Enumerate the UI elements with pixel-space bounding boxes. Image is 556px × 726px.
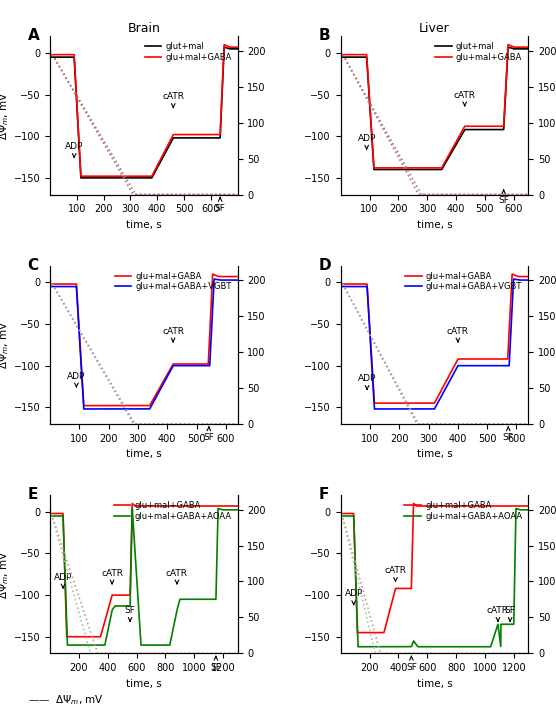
Title: Brain: Brain bbox=[127, 22, 160, 35]
Text: B: B bbox=[318, 28, 330, 44]
Text: ADP: ADP bbox=[54, 573, 72, 588]
X-axis label: time, s: time, s bbox=[416, 220, 453, 230]
X-axis label: time, s: time, s bbox=[126, 679, 162, 689]
Y-axis label: $\Delta\Psi_m$, mV: $\Delta\Psi_m$, mV bbox=[0, 321, 11, 369]
Text: cATR: cATR bbox=[162, 327, 184, 342]
Legend: glu+mal+GABA, glu+mal+GABA+AOAA: glu+mal+GABA, glu+mal+GABA+AOAA bbox=[112, 499, 234, 522]
Text: cATR: cATR bbox=[166, 568, 188, 584]
Text: ADP: ADP bbox=[358, 134, 376, 149]
Text: SF: SF bbox=[203, 427, 214, 442]
Text: cATR: cATR bbox=[385, 566, 406, 582]
Text: SF: SF bbox=[498, 190, 509, 205]
Text: SF: SF bbox=[503, 427, 514, 442]
Text: cATR: cATR bbox=[487, 606, 509, 621]
Text: ADP: ADP bbox=[67, 372, 86, 387]
Text: ——  ΔΨ$_m$, mV: —— ΔΨ$_m$, mV bbox=[28, 693, 103, 708]
Text: cATR: cATR bbox=[447, 327, 469, 342]
Text: cATR: cATR bbox=[101, 568, 123, 584]
Y-axis label: $\Delta\Psi_m$, mV: $\Delta\Psi_m$, mV bbox=[0, 91, 11, 139]
Y-axis label: $\Delta\Psi_m$, mV: $\Delta\Psi_m$, mV bbox=[0, 550, 11, 598]
Text: cATR: cATR bbox=[162, 92, 184, 107]
Text: C: C bbox=[28, 258, 39, 273]
Text: ADP: ADP bbox=[358, 374, 376, 389]
Text: cATR: cATR bbox=[454, 91, 476, 106]
Text: F: F bbox=[318, 487, 329, 502]
Text: ADP: ADP bbox=[345, 590, 363, 605]
X-axis label: time, s: time, s bbox=[126, 220, 162, 230]
X-axis label: time, s: time, s bbox=[126, 449, 162, 460]
Legend: glu+mal+GABA, glu+mal+GABA+VGBT: glu+mal+GABA, glu+mal+GABA+VGBT bbox=[113, 270, 234, 293]
X-axis label: time, s: time, s bbox=[416, 449, 453, 460]
Legend: glut+mal, glu+mal+GABA: glut+mal, glu+mal+GABA bbox=[434, 41, 524, 63]
Text: SF: SF bbox=[406, 656, 417, 672]
Text: D: D bbox=[318, 258, 331, 273]
Legend: glu+mal+GABA, glu+mal+GABA+AOAA: glu+mal+GABA, glu+mal+GABA+AOAA bbox=[403, 499, 524, 522]
Text: SF: SF bbox=[505, 606, 515, 621]
X-axis label: time, s: time, s bbox=[416, 679, 453, 689]
Text: ADP: ADP bbox=[65, 142, 83, 158]
Legend: glu+mal+GABA, glu+mal+GABA+VGBT: glu+mal+GABA, glu+mal+GABA+VGBT bbox=[404, 270, 524, 293]
Text: SF: SF bbox=[211, 656, 221, 672]
Text: E: E bbox=[28, 487, 38, 502]
Text: SF: SF bbox=[215, 197, 226, 213]
Text: SF: SF bbox=[125, 606, 136, 621]
Title: Liver: Liver bbox=[419, 22, 450, 35]
Legend: glut+mal, glu+mal+GABA: glut+mal, glu+mal+GABA bbox=[143, 41, 234, 63]
Text: A: A bbox=[28, 28, 39, 44]
